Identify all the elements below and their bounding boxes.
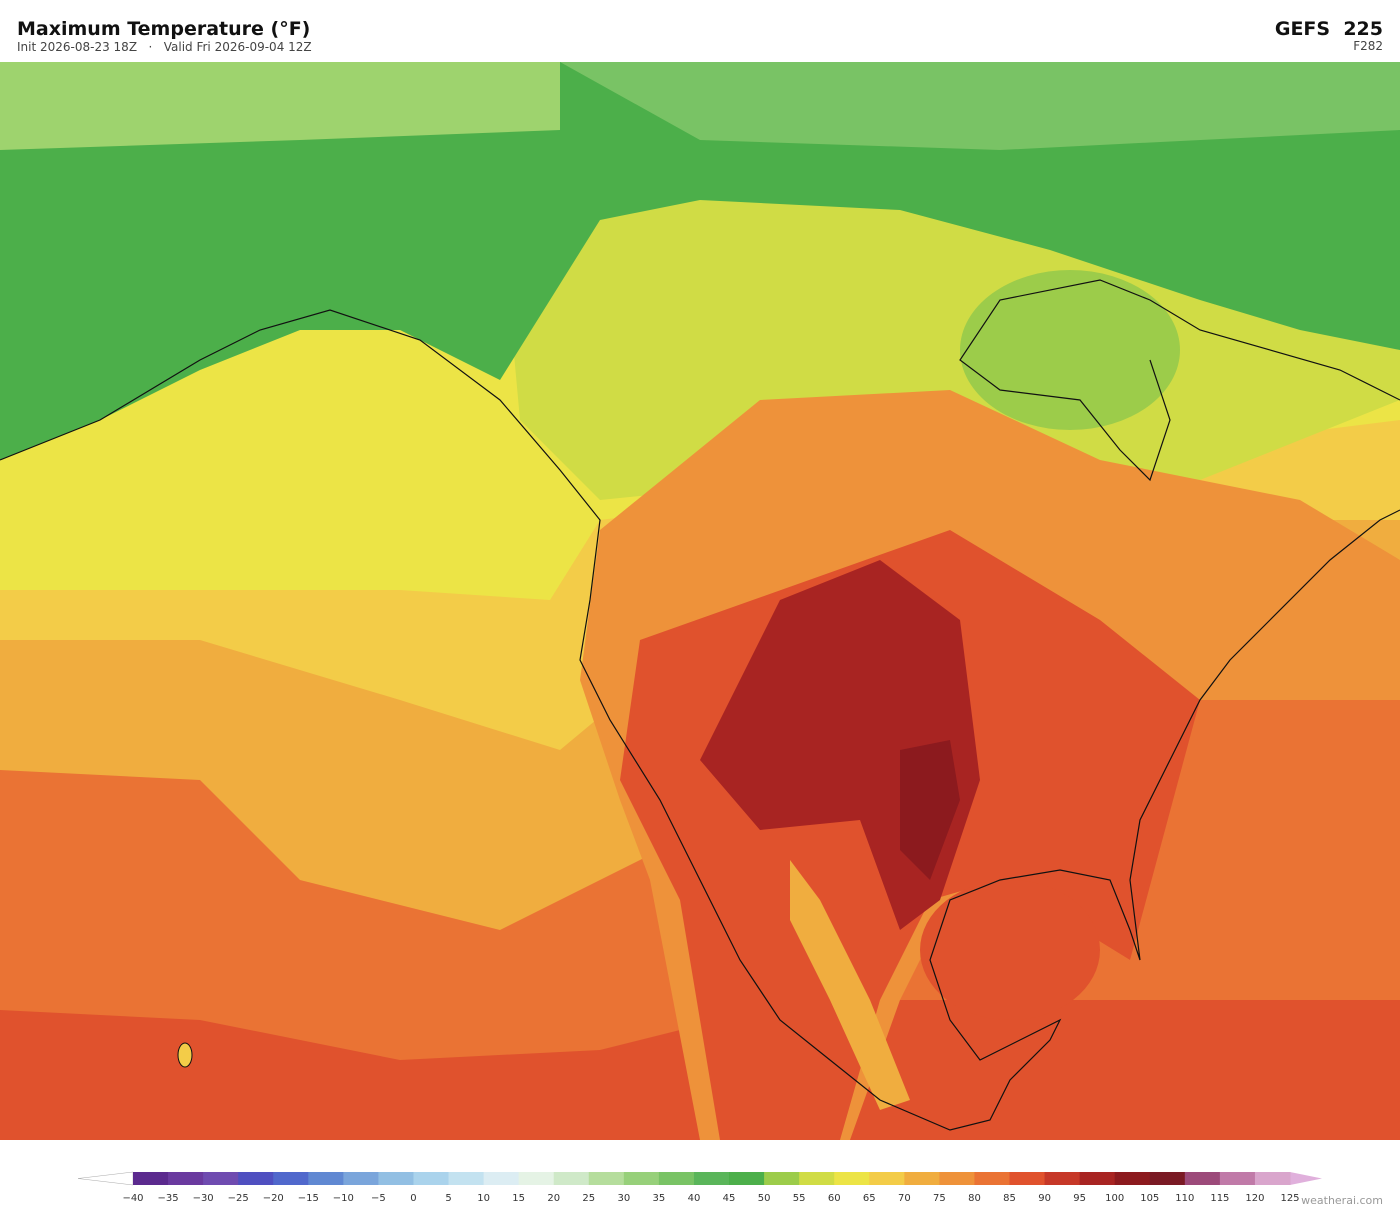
colorbar-label: 80 bbox=[968, 1193, 981, 1204]
colorbar-label: 0 bbox=[410, 1193, 416, 1204]
colorbar-label: 35 bbox=[653, 1193, 666, 1204]
colorbar-label: −10 bbox=[333, 1193, 354, 1204]
colorbar-swatch bbox=[343, 1172, 379, 1185]
model: GEFS 225 bbox=[1275, 18, 1383, 40]
colorbar-label: −15 bbox=[298, 1193, 319, 1204]
colorbar: −40 −35 −30 −25 −20 −15 −10 −5 0 5 10 15 20 25 30 35 40 4… bbox=[77, 1171, 1322, 1204]
colorbar-swatch bbox=[588, 1172, 625, 1185]
colorbar-swatch bbox=[133, 1172, 169, 1185]
colorbar-label: 60 bbox=[828, 1193, 841, 1204]
colorbar-label: 50 bbox=[758, 1193, 771, 1204]
colorbar-swatch bbox=[483, 1172, 520, 1185]
colorbar-label: 55 bbox=[793, 1193, 806, 1204]
map bbox=[0, 62, 1400, 1140]
colorbar-label: 20 bbox=[547, 1193, 560, 1204]
colorbar-swatch bbox=[553, 1172, 590, 1185]
colorbar-label: 70 bbox=[898, 1193, 911, 1204]
forecast-hour: F282 bbox=[1353, 39, 1383, 53]
colorbar-swatch bbox=[1149, 1172, 1186, 1185]
colorbar-label: 90 bbox=[1038, 1193, 1051, 1204]
credit: weatherai.com bbox=[1301, 1194, 1383, 1207]
colorbar-swatch bbox=[273, 1172, 309, 1185]
colorbar-swatch bbox=[658, 1172, 695, 1185]
colorbar-swatch bbox=[834, 1172, 870, 1185]
colorbar-label: −30 bbox=[193, 1193, 214, 1204]
colorbar-swatch bbox=[1044, 1172, 1081, 1185]
colorbar-swatch bbox=[518, 1172, 555, 1185]
colorbar-swatch bbox=[904, 1172, 940, 1185]
colorbar-swatch bbox=[203, 1172, 239, 1185]
colorbar-swatch bbox=[764, 1172, 800, 1185]
colorbar-swatch bbox=[729, 1172, 765, 1185]
colorbar-label: 15 bbox=[512, 1193, 525, 1204]
colorbar-label: 10 bbox=[477, 1193, 490, 1204]
colorbar-swatch bbox=[1219, 1172, 1256, 1185]
colorbar-swatch bbox=[869, 1172, 905, 1185]
colorbar-label: 95 bbox=[1073, 1193, 1086, 1204]
colorbar-swatch bbox=[378, 1172, 414, 1185]
colorbar-label: 25 bbox=[582, 1193, 595, 1204]
colorbar-label: 115 bbox=[1210, 1193, 1229, 1204]
colorbar-label: 5 bbox=[445, 1193, 451, 1204]
subtitle: Init 2026-08-23 18Z · Valid Fri 2026-09-… bbox=[17, 40, 312, 54]
colorbar-label: 75 bbox=[933, 1193, 946, 1204]
colorbar-label: 100 bbox=[1105, 1193, 1124, 1204]
colorbar-swatch bbox=[1184, 1172, 1221, 1185]
colorbar-swatch bbox=[1079, 1172, 1116, 1185]
colorbar-swatch bbox=[308, 1172, 344, 1185]
colorbar-over bbox=[1290, 1172, 1322, 1185]
colorbar-label: −40 bbox=[122, 1193, 143, 1204]
colorbar-label: 85 bbox=[1003, 1193, 1016, 1204]
title: Maximum Temperature (°F) bbox=[17, 18, 310, 40]
colorbar-label: 65 bbox=[863, 1193, 876, 1204]
colorbar-label: −5 bbox=[371, 1193, 386, 1204]
colorbar-under bbox=[77, 1171, 134, 1186]
colorbar-label: 30 bbox=[617, 1193, 630, 1204]
colorbar-swatch bbox=[974, 1172, 1011, 1185]
colorbar-label: 105 bbox=[1140, 1193, 1159, 1204]
colorbar-swatch bbox=[238, 1172, 274, 1185]
colorbar-swatch bbox=[1009, 1172, 1046, 1185]
colorbar-swatch bbox=[413, 1172, 450, 1185]
colorbar-label: 125 bbox=[1280, 1193, 1299, 1204]
colorbar-swatch bbox=[448, 1172, 485, 1185]
colorbar-swatch bbox=[1114, 1172, 1151, 1185]
colorbar-swatch bbox=[1254, 1172, 1291, 1185]
colorbar-label: 40 bbox=[688, 1193, 701, 1204]
colorbar-swatch bbox=[168, 1172, 204, 1185]
colorbar-label: −20 bbox=[263, 1193, 284, 1204]
colorbar-label: −35 bbox=[158, 1193, 179, 1204]
colorbar-swatch bbox=[939, 1172, 975, 1185]
colorbar-swatch bbox=[623, 1172, 660, 1185]
colorbar-label: 120 bbox=[1245, 1193, 1264, 1204]
colorbar-swatch bbox=[799, 1172, 835, 1185]
colorbar-label: −25 bbox=[228, 1193, 249, 1204]
colorbar-swatch bbox=[693, 1172, 730, 1185]
colorbar-label: 45 bbox=[723, 1193, 736, 1204]
colorbar-label: 110 bbox=[1175, 1193, 1194, 1204]
